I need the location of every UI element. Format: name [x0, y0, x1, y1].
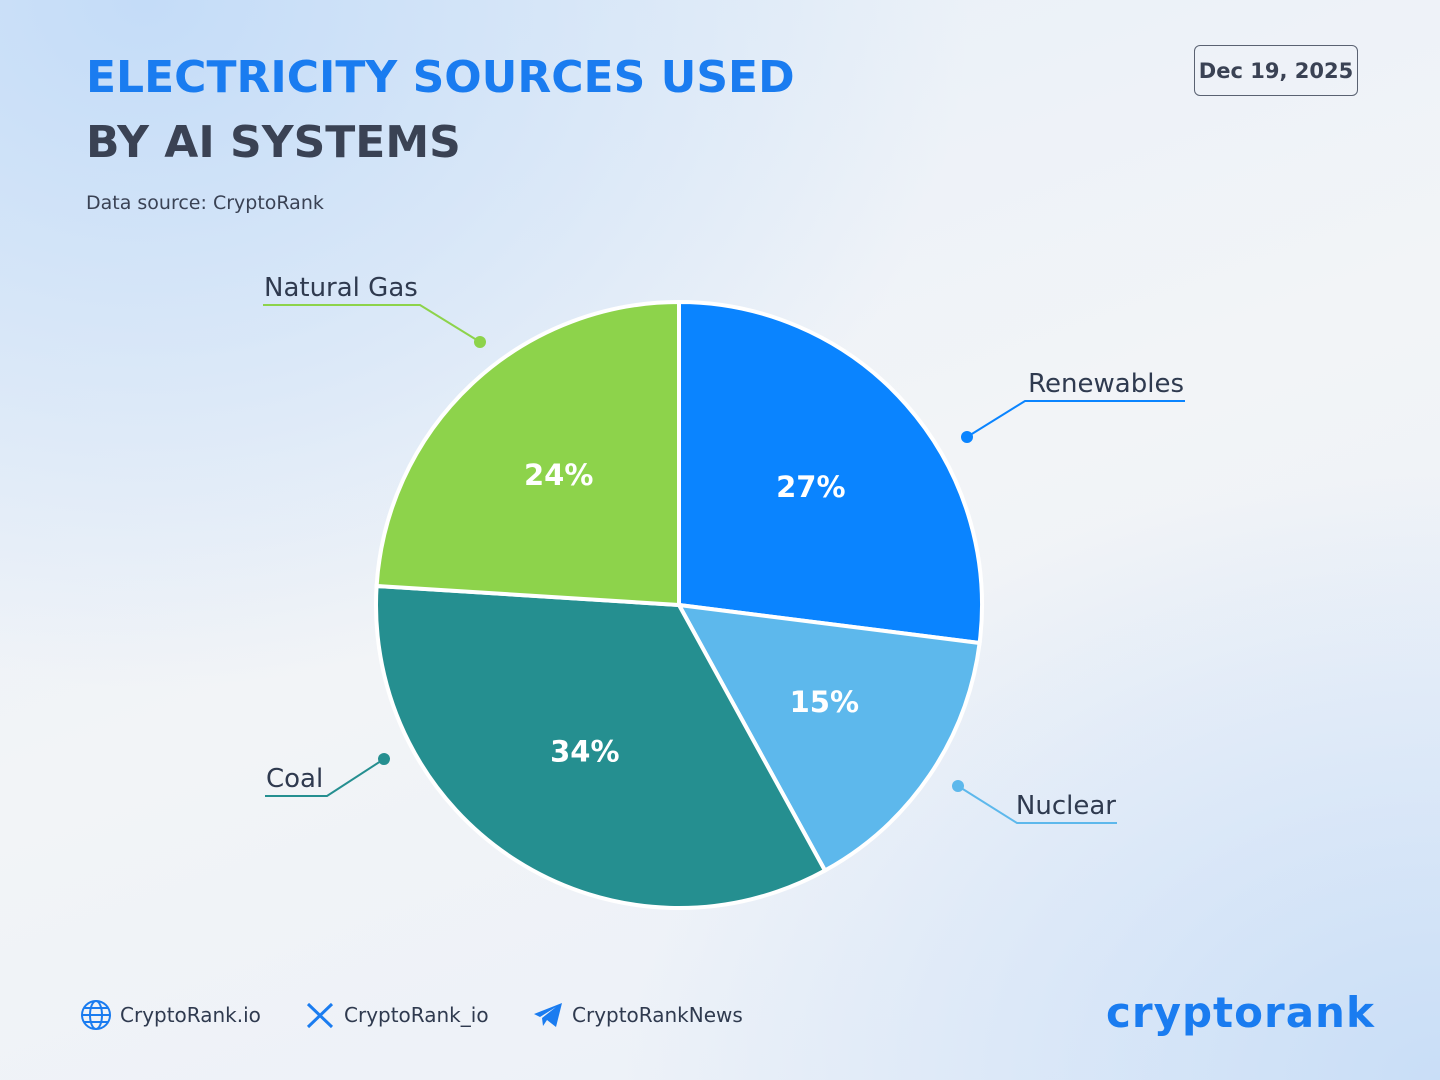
footer-link[interactable]: CryptoRank.io: [120, 1003, 261, 1027]
category-label: Natural Gas: [264, 273, 418, 303]
brand-logo: cryptorank: [1106, 988, 1375, 1037]
value-label: 15%: [790, 685, 859, 719]
globe-icon: [81, 1000, 111, 1030]
value-label: 27%: [776, 470, 845, 504]
category-label: Renewables: [1028, 369, 1184, 399]
title: ELECTRICITY SOURCES USED: [86, 52, 795, 103]
category-label: Nuclear: [1016, 791, 1116, 821]
source: Data source: CryptoRank: [86, 192, 324, 214]
value-label: 24%: [524, 458, 593, 492]
title: BY AI SYSTEMS: [86, 117, 461, 168]
pie-slice: [374, 299, 681, 608]
pie-slice: [675, 602, 982, 874]
footer-link[interactable]: CryptoRankNews: [572, 1003, 743, 1027]
footer-link[interactable]: CryptoRank_io: [344, 1003, 489, 1027]
value-label: 34%: [550, 734, 619, 768]
category-label: Coal: [266, 764, 323, 794]
pie-slice: [374, 583, 828, 910]
x-icon: [306, 1002, 334, 1029]
telegram-icon: [534, 1003, 562, 1027]
callout-line: [966, 400, 1185, 438]
callout-line: [263, 304, 481, 343]
callout-line: [265, 758, 385, 797]
date: Dec 19, 2025: [1194, 45, 1358, 96]
pie-slice: [677, 299, 984, 646]
callout-line: [957, 785, 1117, 824]
